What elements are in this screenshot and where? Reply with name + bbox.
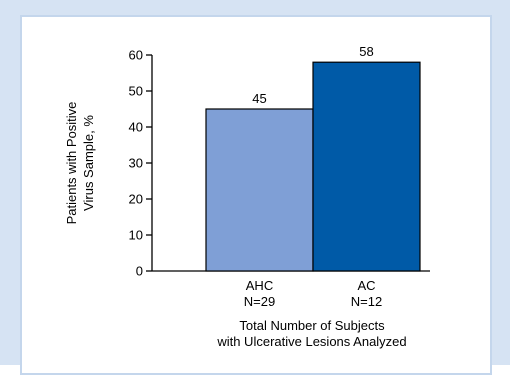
data-label: 58 bbox=[359, 44, 373, 59]
category-label: AHC bbox=[246, 278, 273, 293]
bars bbox=[205, 61, 421, 272]
y-tick-label: 40 bbox=[129, 120, 143, 135]
x-axis-title-line: Total Number of Subjects bbox=[239, 318, 385, 333]
bar-ahc bbox=[205, 108, 314, 272]
data-label: 45 bbox=[252, 91, 266, 106]
y-tick-label: 60 bbox=[129, 48, 143, 63]
category-sublabel: N=12 bbox=[351, 294, 382, 309]
category-label: AC bbox=[357, 278, 375, 293]
x-axis-title-line: with Ulcerative Lesions Analyzed bbox=[216, 334, 406, 349]
y-axis-title: Patients with Positive Virus Sample, % bbox=[64, 102, 96, 225]
y-axis: 0 10 20 30 40 50 60 bbox=[129, 48, 153, 279]
y-tick-label: 30 bbox=[129, 156, 143, 171]
y-tick-label: 50 bbox=[129, 84, 143, 99]
y-axis-title-line: Virus Sample, % bbox=[81, 115, 96, 211]
category-sublabel: N=29 bbox=[244, 294, 275, 309]
y-tick-label: 10 bbox=[129, 228, 143, 243]
y-axis-title-line: Patients with Positive bbox=[64, 102, 79, 225]
y-tick-label: 0 bbox=[136, 264, 143, 279]
bar-ac bbox=[312, 61, 421, 272]
y-tick-label: 20 bbox=[129, 192, 143, 207]
data-labels: 45 58 bbox=[252, 44, 373, 106]
